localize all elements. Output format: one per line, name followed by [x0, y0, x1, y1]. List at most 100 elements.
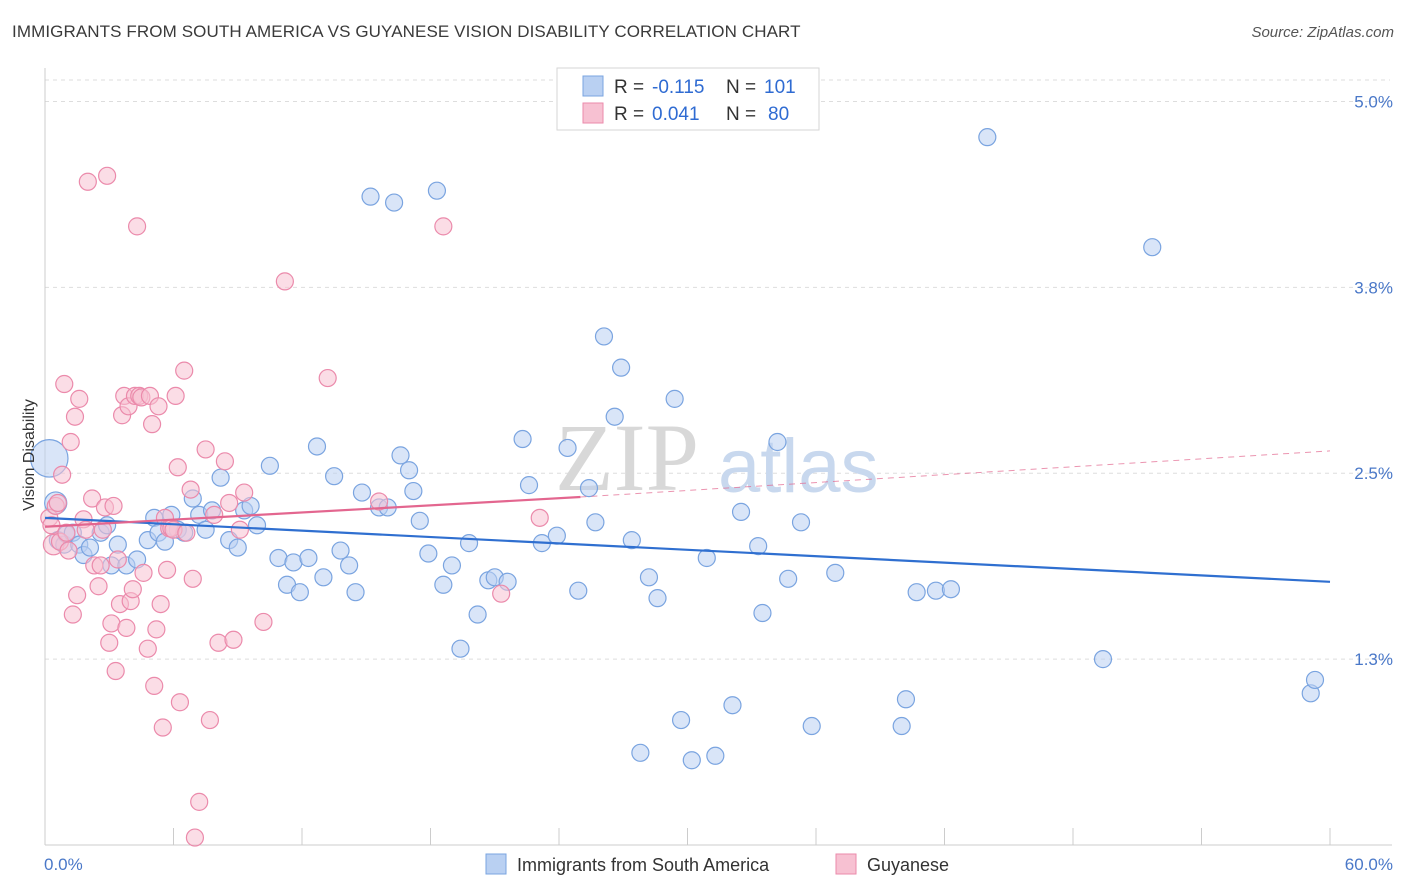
data-point-guyanese — [147, 620, 166, 639]
legend-n-value-blue: 101 — [764, 77, 796, 98]
data-point-guyanese — [230, 520, 249, 539]
data-point-guyanese — [127, 217, 147, 236]
data-point-guyanese — [168, 458, 187, 477]
data-point-guyanese — [142, 415, 162, 434]
series-legend: Immigrants from South America Guyanese — [485, 853, 949, 875]
data-point-guyanese — [530, 508, 549, 527]
y-tick-label: 1.3% — [1354, 650, 1393, 669]
legend-n-label-blue: N = — [726, 77, 756, 98]
data-point-guyanese — [275, 272, 294, 291]
data-point-immigrants — [211, 468, 230, 487]
data-point-immigrants — [196, 520, 215, 539]
data-point-immigrants — [978, 128, 997, 147]
data-point-immigrants — [926, 581, 946, 600]
data-point-guyanese — [434, 217, 453, 236]
data-point-immigrants — [384, 193, 404, 212]
data-point-immigrants — [340, 556, 359, 575]
legend-r-value-pink: 0.041 — [652, 104, 700, 125]
data-point-guyanese — [151, 594, 170, 614]
data-point-guyanese — [205, 505, 224, 524]
data-point-guyanese — [196, 440, 215, 459]
data-point-immigrants — [791, 513, 811, 532]
data-point-guyanese — [57, 523, 76, 542]
data-point-guyanese — [102, 614, 121, 633]
data-point-guyanese — [106, 661, 125, 681]
data-point-guyanese — [177, 523, 196, 542]
data-point-immigrants — [325, 467, 344, 486]
data-point-immigrants — [1305, 670, 1325, 690]
data-point-immigrants — [361, 187, 380, 206]
data-point-immigrants — [427, 181, 447, 200]
data-point-immigrants — [314, 568, 333, 587]
legend-swatch-blue — [582, 75, 604, 97]
data-point-immigrants — [723, 696, 742, 715]
y-tick-label: 2.5% — [1354, 464, 1393, 483]
data-point-immigrants — [247, 516, 267, 535]
series-immigrants-points — [29, 128, 1325, 770]
trend-line-guyanese — [44, 495, 581, 528]
data-point-immigrants — [1143, 238, 1162, 257]
legend-swatch-guyanese — [835, 853, 857, 875]
data-point-immigrants — [826, 563, 845, 582]
data-point-guyanese — [157, 560, 177, 579]
legend-label-guyanese: Guyanese — [867, 855, 949, 875]
data-point-immigrants — [594, 327, 614, 346]
y-tick-label: 5.0% — [1354, 92, 1393, 111]
data-point-guyanese — [166, 386, 185, 406]
data-point-guyanese — [215, 452, 234, 471]
data-point-immigrants — [605, 407, 624, 426]
data-point-immigrants — [451, 639, 470, 658]
data-point-immigrants — [648, 589, 667, 608]
data-point-immigrants — [399, 461, 419, 480]
data-point-guyanese — [108, 550, 127, 569]
data-point-guyanese — [65, 407, 85, 426]
data-point-immigrants — [749, 536, 768, 556]
data-point-guyanese — [254, 612, 273, 632]
data-point-immigrants — [307, 437, 327, 456]
data-point-immigrants — [468, 605, 487, 624]
data-point-immigrants — [404, 481, 423, 501]
data-point-immigrants — [299, 548, 318, 568]
data-point-guyanese — [181, 480, 200, 499]
data-point-guyanese — [175, 361, 194, 380]
data-point-guyanese — [100, 633, 119, 652]
data-point-guyanese — [59, 541, 78, 560]
data-point-immigrants — [612, 358, 631, 377]
data-point-immigrants — [269, 548, 288, 568]
data-point-immigrants — [1093, 650, 1113, 669]
chart-title: IMMIGRANTS FROM SOUTH AMERICA VS GUYANES… — [12, 22, 801, 41]
data-point-immigrants — [547, 526, 566, 545]
data-point-immigrants — [731, 502, 751, 521]
series-guyanese-points — [40, 166, 549, 847]
data-point-immigrants — [519, 476, 539, 495]
data-point-guyanese — [63, 605, 82, 624]
data-point-guyanese — [138, 639, 157, 658]
data-point-guyanese — [153, 718, 172, 737]
data-point-guyanese — [318, 368, 337, 388]
data-point-immigrants — [622, 531, 641, 550]
data-point-guyanese — [98, 166, 117, 185]
data-point-immigrants — [569, 581, 588, 600]
legend-r-label-pink: R = — [614, 104, 644, 125]
legend-swatch-immigrants — [485, 853, 507, 875]
data-point-guyanese — [190, 792, 209, 811]
data-point-guyanese — [224, 630, 243, 649]
data-point-immigrants — [459, 534, 479, 553]
data-point-guyanese — [492, 584, 511, 603]
data-point-immigrants — [513, 429, 532, 449]
watermark-zip: ZIP — [555, 404, 699, 511]
data-point-immigrants — [290, 583, 309, 602]
data-point-immigrants — [586, 513, 605, 532]
data-point-guyanese — [149, 397, 168, 416]
data-point-immigrants — [331, 541, 350, 560]
legend-r-label-blue: R = — [614, 77, 644, 98]
data-point-immigrants — [779, 569, 798, 588]
axes-layer: 1.3% 2.5% 3.8% 5.0% 0.0% 60.0% — [44, 68, 1393, 874]
data-point-immigrants — [671, 710, 691, 730]
data-point-guyanese — [48, 493, 67, 513]
data-point-immigrants — [768, 432, 787, 452]
data-point-guyanese — [68, 586, 87, 605]
trend-line-guyanese-extrapolated — [580, 450, 1331, 498]
watermark-atlas: atlas — [718, 424, 879, 509]
x-tick-label-max: 60.0% — [1345, 855, 1393, 874]
